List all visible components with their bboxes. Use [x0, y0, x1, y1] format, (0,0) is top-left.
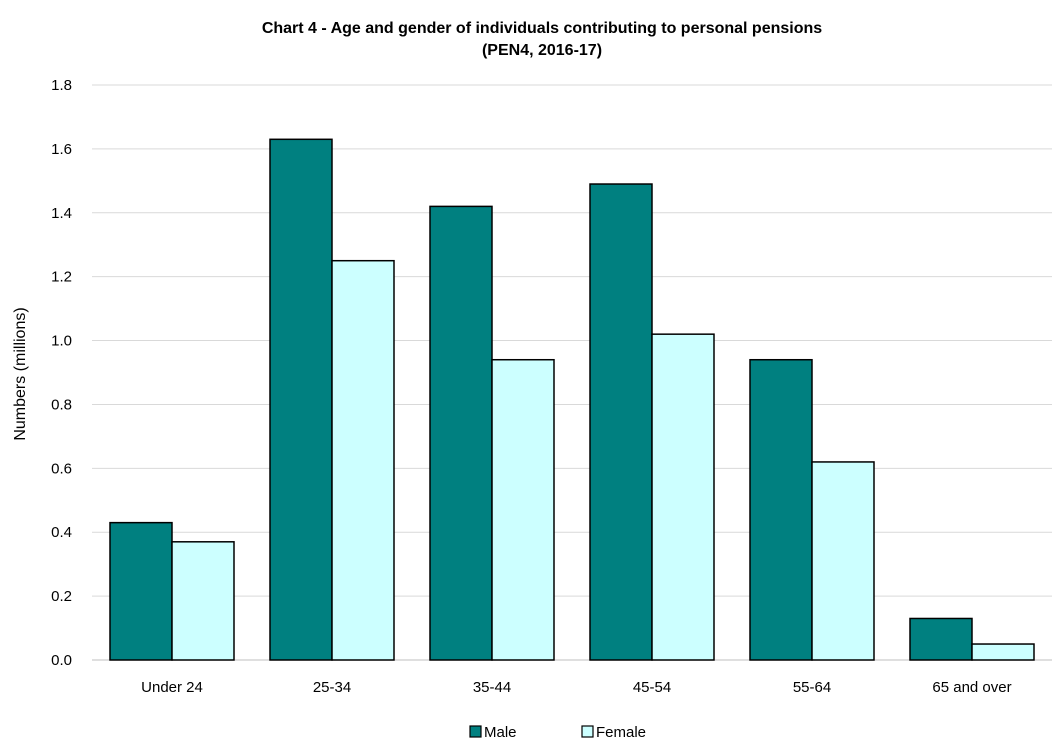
y-tick-label: 0.8: [51, 396, 72, 413]
bar-male-25-34: [269, 138, 333, 661]
chart-title: Chart 4 - Age and gender of individuals …: [262, 20, 822, 37]
bar-female-45-54: [651, 333, 715, 661]
bar-male-65-and-over: [909, 617, 973, 661]
bar-female-35-44: [491, 358, 555, 661]
x-tick-label: 65 and over: [932, 679, 1011, 696]
bar-male-under-24: [109, 521, 173, 661]
y-tick-label: 1.0: [51, 333, 72, 350]
x-tick-label: 35-44: [473, 679, 511, 696]
y-tick-label: 1.4: [51, 205, 72, 222]
bar-male-55-64: [749, 358, 813, 661]
chart-subtitle: (PEN4, 2016-17): [482, 42, 602, 59]
legend-label-female: Female: [596, 724, 646, 741]
bar-female-55-64: [811, 461, 875, 661]
legend-label-male: Male: [484, 724, 517, 741]
bar-female-25-34: [331, 259, 395, 661]
bars: [109, 138, 1035, 661]
y-tick-label: 0.4: [51, 524, 72, 541]
y-tick-label: 1.6: [51, 141, 72, 158]
bar-male-45-54: [589, 183, 653, 661]
x-tick-label: 45-54: [633, 679, 671, 696]
x-tick-label: Under 24: [141, 679, 203, 696]
y-tick-label: 0.6: [51, 460, 72, 477]
legend-swatch-male: [469, 725, 482, 738]
y-tick-label: 1.2: [51, 269, 72, 286]
x-tick-label: 55-64: [793, 679, 831, 696]
y-tick-label: 0.0: [51, 652, 72, 669]
x-tick-label: 25-34: [313, 679, 351, 696]
bar-male-35-44: [429, 205, 493, 661]
bar-female-65-and-over: [971, 643, 1035, 661]
x-axis-ticks: Under 24 25-34 35-44 45-54 55-64 65 and over: [141, 679, 1011, 696]
y-axis-ticks: 0.0 0.2 0.4 0.6 0.8 1.0 1.2 1.4 1.6 1.8: [51, 77, 72, 669]
legend: Male Female: [469, 724, 646, 741]
gridlines: [92, 84, 1052, 661]
y-axis-label: Numbers (millions): [12, 307, 29, 440]
legend-swatch-female: [581, 725, 594, 738]
bar-female-under-24: [171, 541, 235, 661]
y-tick-label: 1.8: [51, 77, 72, 94]
y-tick-label: 0.2: [51, 588, 72, 605]
